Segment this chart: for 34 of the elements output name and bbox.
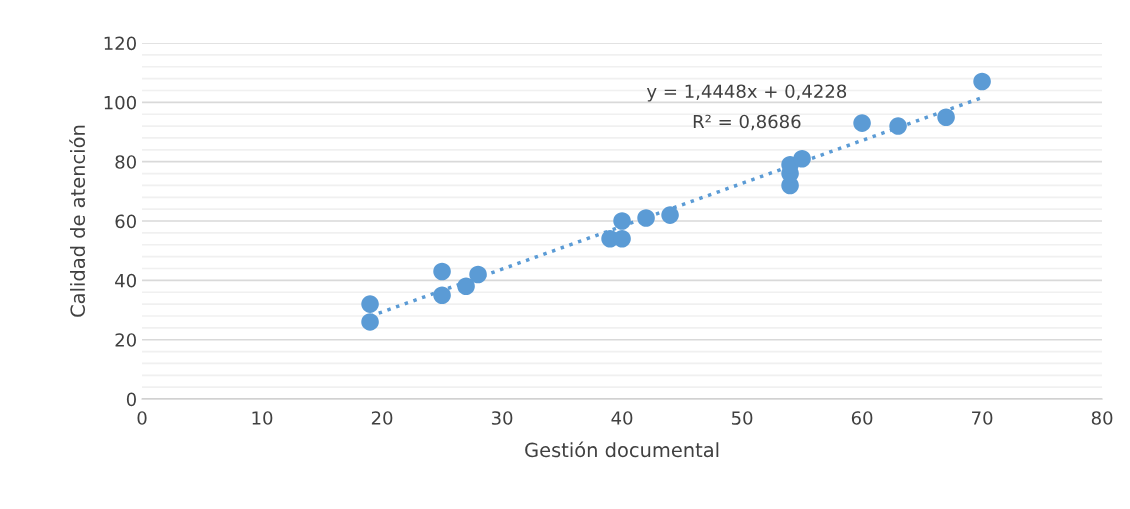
y-tick-label: 60 bbox=[115, 214, 136, 229]
y-tick-label: 100 bbox=[104, 95, 136, 110]
x-tick-label: 30 bbox=[491, 411, 513, 425]
point bbox=[853, 114, 871, 132]
point bbox=[793, 149, 811, 168]
point bbox=[457, 277, 475, 296]
y-tick-label: 80 bbox=[115, 155, 136, 169]
y-tick-label: 40 bbox=[115, 273, 136, 288]
point bbox=[889, 117, 907, 135]
point bbox=[433, 286, 451, 304]
x-tick-label: 0 bbox=[137, 411, 147, 425]
x-tick-label: 70 bbox=[972, 411, 993, 425]
y-axis-title: Calidad de atención bbox=[69, 125, 86, 317]
x-tick-label: 60 bbox=[851, 411, 873, 425]
point bbox=[637, 209, 655, 227]
x-tick-label: 50 bbox=[731, 411, 753, 425]
point bbox=[469, 265, 487, 284]
x-tick-label: 40 bbox=[611, 411, 633, 425]
point bbox=[361, 313, 379, 331]
annotation: R² = 0,8686 bbox=[693, 114, 801, 131]
point bbox=[973, 72, 991, 91]
point bbox=[361, 295, 379, 313]
y-tick-label: 0 bbox=[126, 392, 136, 407]
x-axis-title: Gestión documental bbox=[525, 441, 719, 458]
point bbox=[661, 206, 679, 224]
y-tick-label: 120 bbox=[104, 36, 136, 51]
x-tick-label: 10 bbox=[252, 411, 273, 425]
annotation: y = 1,4448x + 0,4228 bbox=[646, 84, 847, 102]
x-tick-label: 80 bbox=[1091, 411, 1113, 425]
x-tick-label: 20 bbox=[371, 411, 393, 425]
point bbox=[937, 108, 955, 126]
y-tick-label: 20 bbox=[115, 333, 136, 347]
point bbox=[613, 212, 631, 230]
point bbox=[433, 262, 451, 281]
